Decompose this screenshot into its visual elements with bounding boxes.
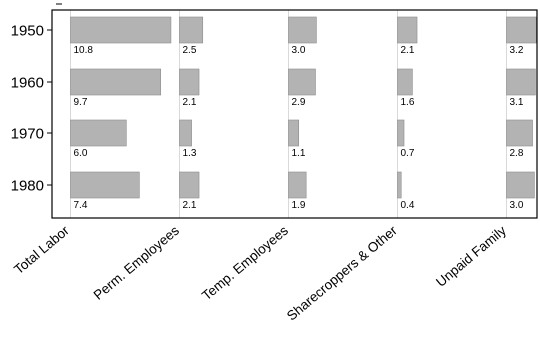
bar bbox=[179, 119, 192, 147]
bar-value-label: 2.1 bbox=[183, 97, 197, 108]
year-ticks: 1950 1960 1970 1980 bbox=[11, 23, 52, 195]
bar bbox=[506, 68, 536, 96]
bar bbox=[397, 119, 405, 147]
category-label: Perm. Employees bbox=[91, 223, 182, 303]
category-label: Total Labor bbox=[11, 222, 72, 277]
category-labels: Total Labor Perm. Employees Temp. Employee… bbox=[11, 222, 509, 323]
bar-value-label: 2.1 bbox=[401, 45, 415, 56]
bar-value-label: 7.4 bbox=[74, 200, 88, 211]
bar-value-label: 6.0 bbox=[74, 148, 88, 159]
plot-frame bbox=[51, 9, 538, 219]
bar bbox=[397, 16, 418, 44]
category-label: Unpaid Family bbox=[433, 223, 509, 290]
y-tick-label: 1960 bbox=[11, 75, 44, 92]
bar-value-label: 3.0 bbox=[292, 45, 306, 56]
bar-value-label: 3.0 bbox=[510, 200, 524, 211]
bar-value-label: 2.5 bbox=[183, 45, 197, 56]
y-tick-label: 1950 bbox=[11, 23, 44, 40]
bar-value-label: 3.1 bbox=[510, 97, 524, 108]
bar-value-label: 1.3 bbox=[183, 148, 197, 159]
bar bbox=[288, 16, 317, 44]
bar bbox=[506, 16, 537, 44]
bar bbox=[506, 171, 535, 199]
bar bbox=[179, 16, 204, 44]
bar-value-label: 2.8 bbox=[510, 148, 524, 159]
bar-value-label: 0.4 bbox=[401, 200, 415, 211]
category-label: Temp. Employees bbox=[199, 223, 291, 304]
bar-value-label: 2.1 bbox=[183, 200, 197, 211]
value-labels: 10.8 2.5 3.0 2.1 3.2 9.7 2.1 2.9 1.6 3.1 6.0 1.3 1.1… bbox=[74, 45, 524, 211]
bar bbox=[397, 68, 413, 96]
bar-value-label: 1.1 bbox=[292, 148, 306, 159]
bars bbox=[70, 16, 537, 199]
bar-value-label: 1.6 bbox=[401, 97, 415, 108]
bar-value-label: 3.2 bbox=[510, 45, 524, 56]
bar-value-label: 2.9 bbox=[292, 97, 306, 108]
bar bbox=[179, 68, 200, 96]
bar bbox=[70, 68, 162, 96]
category-label: Sharecroppers & Other bbox=[284, 222, 400, 323]
bar bbox=[70, 119, 127, 147]
bar-value-label: 9.7 bbox=[74, 97, 88, 108]
bar bbox=[70, 171, 140, 199]
bar bbox=[288, 171, 307, 199]
bar bbox=[70, 16, 172, 44]
bar bbox=[179, 171, 200, 199]
bar bbox=[506, 119, 533, 147]
y-tick-label: 1970 bbox=[11, 126, 44, 143]
y-tick-label: 1980 bbox=[11, 178, 44, 195]
bar bbox=[288, 68, 316, 96]
bar-value-label: 0.7 bbox=[401, 148, 415, 159]
bar bbox=[288, 119, 300, 147]
bar bbox=[397, 171, 402, 199]
bar-value-label: 1.9 bbox=[292, 200, 306, 211]
bar-value-label: 10.8 bbox=[74, 45, 94, 56]
